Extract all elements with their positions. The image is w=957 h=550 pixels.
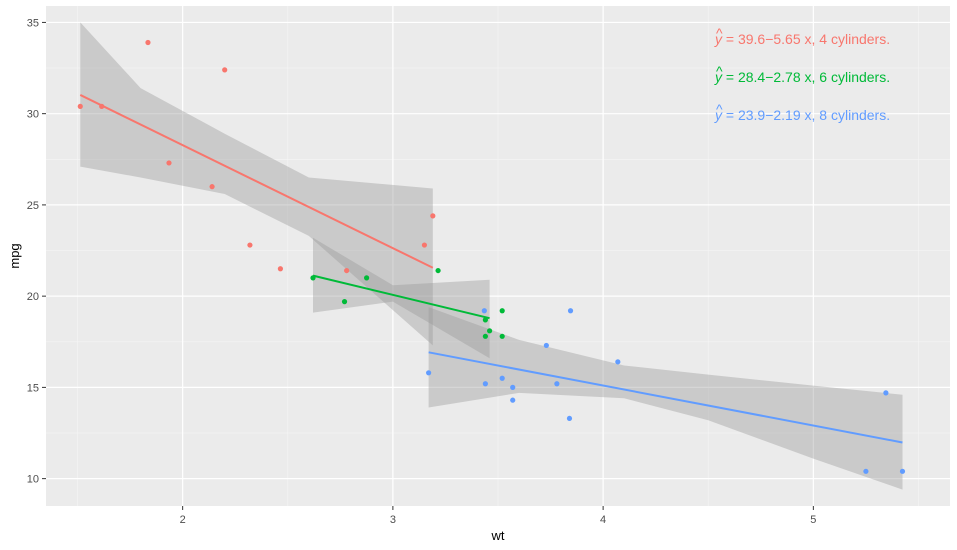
data-point — [482, 333, 488, 339]
x-tick-label: 5 — [810, 514, 816, 526]
equation-symbol: y — [714, 107, 723, 123]
equation-symbol: y — [714, 31, 723, 47]
data-point — [510, 397, 516, 403]
data-point — [482, 317, 488, 323]
data-point — [567, 308, 574, 314]
regression-line — [428, 351, 903, 444]
confidence-ribbon — [313, 237, 490, 359]
data-point — [499, 308, 505, 314]
data-point — [99, 103, 105, 109]
regression-lines — [79, 94, 903, 444]
data-point — [543, 342, 549, 349]
data-point — [486, 328, 493, 334]
y-tick-label: 25 — [27, 200, 39, 212]
grid-lines — [46, 6, 950, 506]
regression-line — [79, 94, 434, 269]
data-point — [145, 39, 151, 46]
equation-text: = 39.6−5.65 x, 4 cylinders. — [722, 31, 890, 47]
equation-hat: ^ — [716, 101, 723, 117]
data-point — [430, 213, 436, 219]
data-point — [899, 468, 906, 474]
x-tick-label: 4 — [600, 514, 606, 526]
data-point — [344, 267, 350, 274]
data-point — [277, 266, 284, 272]
equation-symbol: y — [714, 69, 723, 85]
y-tick-label: 10 — [27, 474, 39, 486]
data-point — [247, 242, 253, 248]
data-point — [499, 333, 505, 339]
data-point — [426, 370, 432, 376]
x-axis-title: wt — [491, 528, 505, 543]
data-point — [863, 468, 869, 474]
data-point — [222, 67, 228, 73]
equation-text: = 23.9−2.19 x, 8 cylinders. — [722, 107, 890, 123]
equation-label: y = 23.9−2.19 x, 8 cylinders. — [714, 107, 890, 123]
data-point — [481, 308, 487, 314]
equation-hat: ^ — [716, 25, 723, 41]
data-point — [364, 275, 370, 281]
data-point — [77, 103, 83, 109]
equation-text: = 28.4−2.78 x, 6 cylinders. — [722, 69, 890, 85]
x-tick-label: 3 — [390, 514, 396, 526]
data-point — [499, 375, 505, 381]
confidence-ribbon — [80, 22, 433, 346]
data-point — [510, 384, 516, 390]
data-point — [310, 275, 316, 281]
equation-label: y = 28.4−2.78 x, 6 cylinders. — [714, 69, 890, 85]
data-point — [566, 415, 573, 422]
y-tick-label: 20 — [27, 291, 39, 303]
data-point — [482, 381, 488, 387]
y-tick-label: 35 — [27, 17, 39, 29]
axes: 2 3 4 5 10 15 20 25 30 35 — [27, 17, 817, 526]
regression-line — [312, 274, 490, 320]
equation-labels: y = 39.6−5.65 x, 4 cylinders.^y = 28.4−2… — [714, 25, 890, 123]
equation-hat: ^ — [716, 63, 723, 79]
equation-label: y = 39.6−5.65 x, 4 cylinders. — [714, 31, 890, 47]
data-point — [421, 242, 428, 248]
y-axis-title: mpg — [7, 243, 22, 268]
data-points — [77, 39, 906, 474]
x-tick-label: 2 — [180, 514, 186, 526]
data-point — [554, 381, 560, 387]
data-point — [435, 267, 441, 274]
data-point — [341, 299, 348, 305]
data-point — [615, 359, 621, 365]
data-point — [209, 184, 215, 190]
data-point — [166, 160, 172, 166]
y-tick-label: 15 — [27, 382, 39, 394]
y-tick-label: 30 — [27, 109, 39, 121]
data-point — [883, 390, 889, 396]
